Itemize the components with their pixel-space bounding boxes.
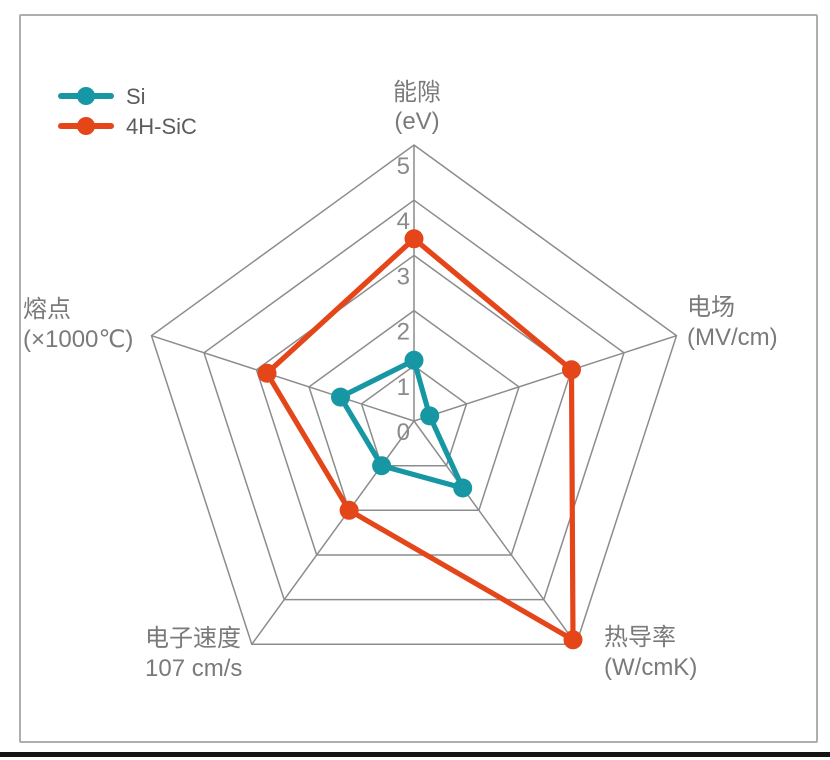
- series-4H-SiC-point-4: [257, 363, 277, 383]
- axis-label-2-line1: 热导率: [604, 624, 676, 651]
- series-4H-SiC-line: [264, 236, 576, 643]
- series-4H-SiC-point-0: [404, 229, 424, 249]
- axis-label-1-line1: 电场: [687, 294, 735, 321]
- series-Si-point-3: [372, 456, 392, 476]
- axis-label-3-line2: 107 cm/s: [145, 655, 242, 682]
- series-4H-SiC-point-1: [562, 360, 581, 380]
- series-Si-line: [337, 357, 466, 491]
- grid-ring-4: [203, 199, 625, 601]
- axis-label-4-line1: 熔点: [23, 296, 71, 323]
- grid-ring-2: [308, 309, 520, 512]
- series-4H-SiC-point-2: [563, 630, 583, 650]
- axis-label-2-line2: (W/cmK): [604, 654, 697, 681]
- legend-marker-dot-Si: [77, 87, 95, 105]
- legend-label-Si: Si: [126, 84, 146, 109]
- series-Si-point-4: [331, 387, 350, 407]
- legend-marker-dot-4H-SiC: [77, 117, 95, 135]
- axis-label-1-line2: (MV/cm): [687, 324, 778, 351]
- bottom-divider-bar: [0, 752, 830, 757]
- axis-label-3-line1: 电子速度: [145, 625, 241, 652]
- tick-label-2: 2: [397, 319, 410, 346]
- legend-label-4H-SiC: 4H-SiC: [126, 114, 197, 139]
- grid-ring-1: [360, 364, 468, 467]
- tick-label-1: 1: [397, 374, 410, 401]
- tick-label-3: 3: [397, 263, 410, 290]
- axis-label-4-line2: (×1000℃): [23, 326, 133, 353]
- axis-spoke-2: [413, 420, 577, 645]
- series-Si-point-1: [420, 406, 440, 426]
- series-Si-point-2: [453, 478, 473, 498]
- tick-label-0: 0: [397, 419, 410, 446]
- tick-label-4: 4: [397, 208, 410, 235]
- axis-label-0-line2: (eV): [394, 108, 439, 135]
- axis-spoke-4: [151, 334, 415, 422]
- axis-label-0-line1: 能隙: [393, 79, 441, 106]
- series-Si-point-0: [404, 350, 424, 370]
- tick-label-5: 5: [397, 153, 410, 180]
- series-4H-SiC-point-3: [339, 500, 359, 520]
- axis-spoke-1: [413, 334, 677, 422]
- grid-ring-5: [150, 144, 678, 646]
